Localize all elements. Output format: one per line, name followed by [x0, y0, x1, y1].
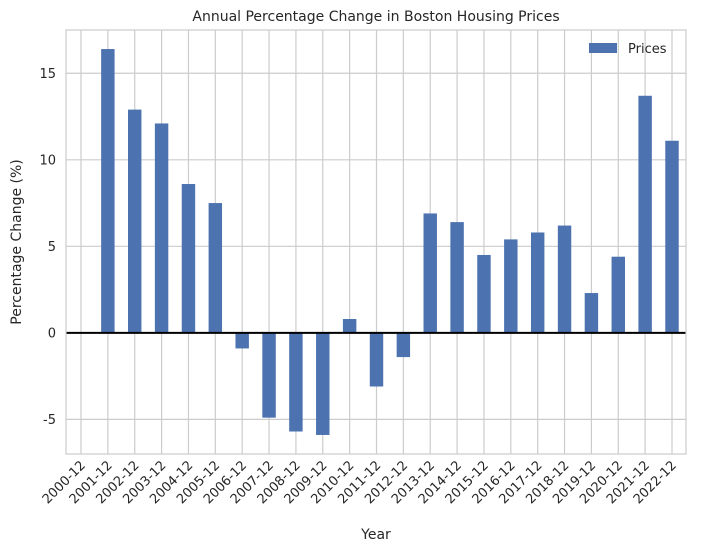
bar [584, 293, 599, 333]
bar [396, 332, 411, 358]
y-tick-label: -5 [43, 413, 56, 428]
bar [530, 232, 545, 333]
plot-frame [65, 29, 687, 455]
bar [450, 222, 464, 333]
bar [557, 225, 572, 333]
bar [128, 109, 142, 333]
bar [665, 140, 679, 333]
bar [316, 332, 330, 435]
bar [101, 49, 115, 333]
bar [423, 213, 437, 333]
bar [154, 123, 169, 333]
bar [235, 332, 249, 349]
y-tick-label: 10 [39, 153, 56, 168]
x-axis-ticks: 2000-122001-122002-122003-122004-122005-… [40, 458, 680, 507]
bar [611, 256, 625, 333]
legend: Prices [589, 42, 667, 57]
bar [262, 332, 276, 418]
x-axis-label: Year [360, 527, 391, 543]
y-axis-label: Percentage Change (%) [9, 159, 25, 324]
y-tick-label: 5 [48, 240, 56, 255]
legend-label: Prices [628, 42, 667, 57]
legend-swatch [589, 43, 617, 53]
bars [101, 49, 679, 435]
y-tick-label: 15 [39, 67, 56, 82]
bar [504, 239, 518, 333]
bar [181, 184, 196, 333]
y-axis-ticks: -5 0 5 10 15 [39, 67, 56, 428]
chart-title: Annual Percentage Change in Boston Housi… [192, 9, 559, 25]
bar [289, 332, 303, 432]
bar [369, 332, 384, 387]
bar [342, 319, 357, 333]
bar [477, 254, 491, 333]
bar [638, 95, 652, 333]
y-tick-label: 0 [48, 326, 56, 341]
bar [208, 203, 223, 333]
